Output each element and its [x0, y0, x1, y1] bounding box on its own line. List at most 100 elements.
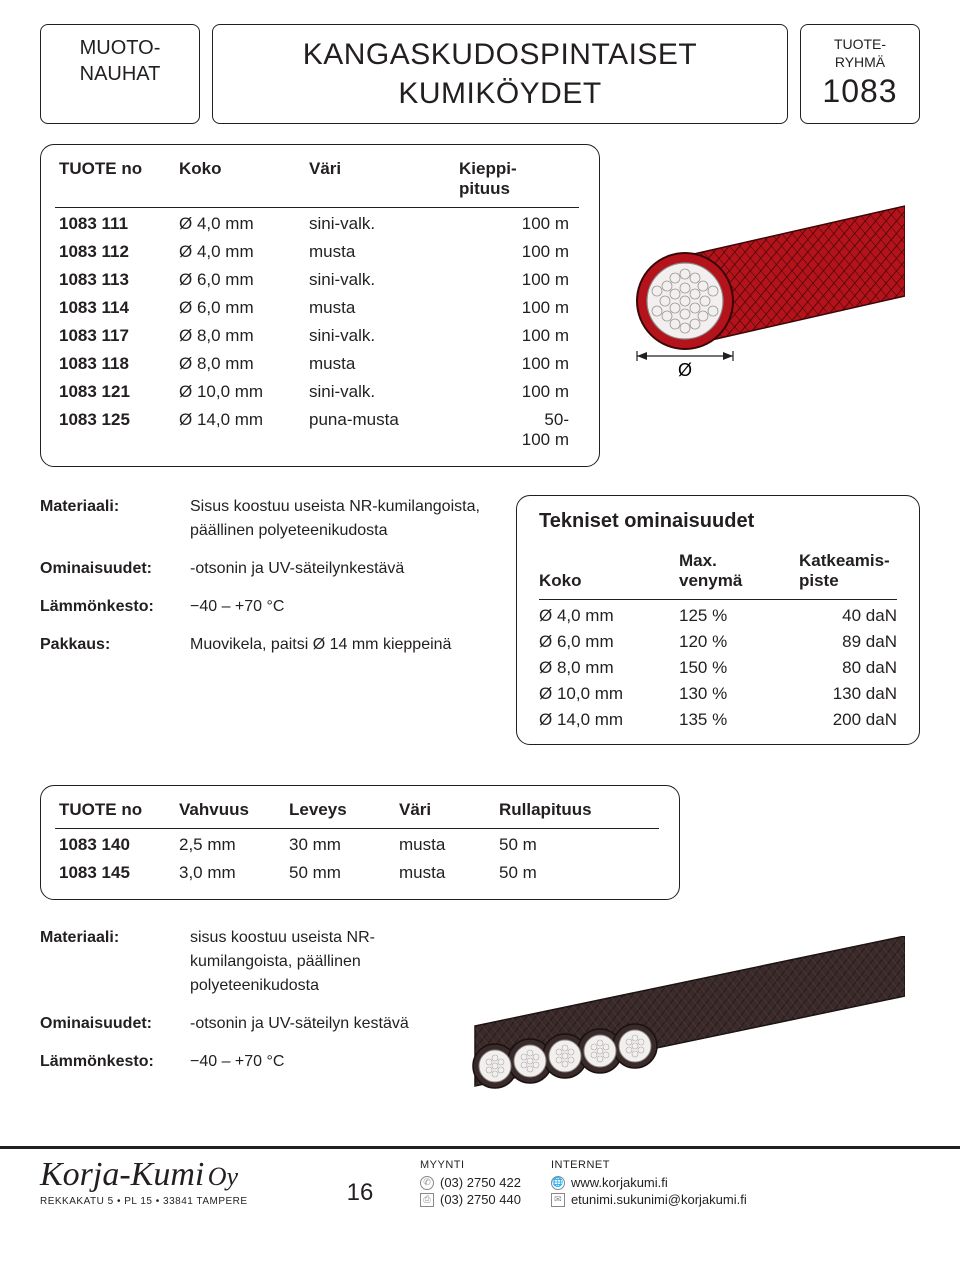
flat-cable-svg [465, 936, 905, 1096]
table-row: Ø 10,0 mm 130 % 130 daN [539, 678, 897, 704]
t1-vari: sini-valk. [309, 270, 459, 290]
t1-koko: Ø 4,0 mm [179, 214, 309, 234]
t1-pit: 100 m [459, 242, 569, 262]
t2-pit: 50 m [499, 863, 619, 883]
footer-internet-column: INTERNET 🌐www.korjakumi.fi ✉etunimi.suku… [551, 1159, 747, 1207]
def1-lammon-label: Lämmönkesto: [40, 595, 190, 619]
table-row: 1083 112 Ø 4,0 mm musta 100 m [55, 236, 579, 264]
diameter-label: Ø [678, 360, 692, 380]
table-row: 1083 118 Ø 8,0 mm musta 100 m [55, 348, 579, 376]
t1-pit: 100 m [459, 326, 569, 346]
phone-1: (03) 2750 422 [440, 1175, 521, 1190]
t1-no: 1083 121 [59, 382, 179, 402]
tech-ven: 130 % [679, 684, 799, 704]
def1-material-label: Materiaali: [40, 495, 190, 543]
t1-vari: sini-valk. [309, 214, 459, 234]
t1-koko: Ø 8,0 mm [179, 326, 309, 346]
company-logo-name: Korja-Kumi [40, 1156, 204, 1193]
def1-material-val: Sisus koostuu useista NR-kumilangoista, … [190, 495, 480, 543]
tech-ven: 120 % [679, 632, 799, 652]
definitions-1: Materiaali: Sisus koostuu useista NR-kum… [40, 495, 480, 745]
def1-omin-val: -otsonin ja UV-säteilynkestävä [190, 557, 480, 581]
t2-head-vari: Väri [399, 800, 499, 820]
header-center-box: KANGASKUDOSPINTAISET KUMIKÖYDET [212, 24, 788, 124]
tech-koko: Ø 4,0 mm [539, 606, 679, 626]
t2-lev: 50 mm [289, 863, 399, 883]
t1-no: 1083 125 [59, 410, 179, 450]
t1-vari: musta [309, 354, 459, 374]
t1-pit: 100 m [459, 270, 569, 290]
footer-myynti-column: MYYNTI ✆(03) 2750 422 ⎙(03) 2750 440 [420, 1159, 521, 1207]
t2-vari: musta [399, 863, 499, 883]
t1-no: 1083 117 [59, 326, 179, 346]
def2-lammon-val: −40 – +70 °C [190, 1050, 420, 1074]
flat-cable-figure [450, 926, 920, 1096]
t1-no: 1083 113 [59, 270, 179, 290]
t1-koko: Ø 10,0 mm [179, 382, 309, 402]
def2-material-label: Materiaali: [40, 926, 190, 998]
table-row: 1083 117 Ø 8,0 mm sini-valk. 100 m [55, 320, 579, 348]
tech-kat: 200 daN [799, 710, 897, 730]
t1-vari: puna-musta [309, 410, 459, 450]
tech-kat: 130 daN [799, 684, 897, 704]
header-left-line2: NAUHAT [59, 61, 181, 87]
table-row: 1083 111 Ø 4,0 mm sini-valk. 100 m [55, 208, 579, 236]
t1-vari: sini-valk. [309, 326, 459, 346]
t2-no: 1083 140 [59, 835, 179, 855]
tech-kat: 89 daN [799, 632, 897, 652]
tech-koko: Ø 8,0 mm [539, 658, 679, 678]
def1-pakk-label: Pakkaus: [40, 633, 190, 657]
t1-koko: Ø 4,0 mm [179, 242, 309, 262]
tech-koko: Ø 6,0 mm [539, 632, 679, 652]
t2-vah: 3,0 mm [179, 863, 289, 883]
page-header: MUOTO- NAUHAT KANGASKUDOSPINTAISET KUMIK… [40, 24, 920, 124]
table-row: Ø 6,0 mm 120 % 89 daN [539, 626, 897, 652]
t1-no: 1083 118 [59, 354, 179, 374]
table-row: 1083 140 2,5 mm 30 mm musta 50 m [55, 829, 659, 857]
definitions-2: Materiaali: sisus koostuu useista NR-kum… [40, 926, 420, 1088]
fax-icon: ⎙ [420, 1193, 434, 1207]
company-logo-oy: Oy [208, 1162, 238, 1191]
page-footer: Korja-Kumi Oy REKKAKATU 5 • PL 15 • 3384… [0, 1146, 960, 1213]
def1-pakk-val: Muovikela, paitsi Ø 14 mm kieppeinä [190, 633, 480, 657]
header-right-box: TUOTE- RYHMÄ 1083 [800, 24, 920, 124]
round-cable-figure: Ø [620, 144, 920, 467]
product-table-2: TUOTE no Vahvuus Leveys Väri Rullapituus… [40, 785, 680, 900]
t2-pit: 50 m [499, 835, 619, 855]
t1-no: 1083 111 [59, 214, 179, 234]
page-number: 16 [330, 1179, 390, 1207]
table-row: Ø 8,0 mm 150 % 80 daN [539, 652, 897, 678]
t1-no: 1083 112 [59, 242, 179, 262]
def2-lammon-label: Lämmönkesto: [40, 1050, 190, 1074]
def2-omin-val: -otsonin ja UV-säteilyn kestävä [190, 1012, 420, 1036]
t2-head-vahvuus: Vahvuus [179, 800, 289, 820]
tech-kat: 40 daN [799, 606, 897, 626]
header-center-line2: KUMIKÖYDET [231, 74, 769, 113]
email: etunimi.sukunimi@korjakumi.fi [571, 1192, 747, 1207]
table-row: 1083 121 Ø 10,0 mm sini-valk. 100 m [55, 376, 579, 404]
company-address: REKKAKATU 5 • PL 15 • 33841 TAMPERE [40, 1196, 300, 1207]
product-table-1: TUOTE no Koko Väri Kieppi- pituus 1083 1… [40, 144, 600, 467]
t2-head-no: TUOTE no [59, 800, 179, 820]
internet-header: INTERNET [551, 1159, 747, 1171]
t1-koko: Ø 14,0 mm [179, 410, 309, 450]
tech-ven: 125 % [679, 606, 799, 626]
header-right-big: 1083 [819, 71, 901, 113]
tech-head-koko: Koko [539, 571, 679, 591]
t2-head-pituus: Rullapituus [499, 800, 619, 820]
t1-no: 1083 114 [59, 298, 179, 318]
table-row: 1083 125 Ø 14,0 mm puna-musta 50- 100 m [55, 404, 579, 452]
t1-head-no: TUOTE no [59, 159, 179, 199]
table-row: 1083 113 Ø 6,0 mm sini-valk. 100 m [55, 264, 579, 292]
tech-head-katkeamis: Katkeamis- piste [799, 551, 897, 591]
tech-ven: 135 % [679, 710, 799, 730]
def2-material-val: sisus koostuu useista NR-kumilangoista, … [190, 926, 420, 998]
technical-properties-box: Tekniset ominaisuudet Koko Max. venymä K… [516, 495, 920, 745]
globe-icon: 🌐 [551, 1176, 565, 1190]
t1-vari: musta [309, 298, 459, 318]
t2-vah: 2,5 mm [179, 835, 289, 855]
t2-vari: musta [399, 835, 499, 855]
def1-lammon-val: −40 – +70 °C [190, 595, 480, 619]
t1-head-vari: Väri [309, 159, 459, 199]
t1-pit: 100 m [459, 298, 569, 318]
